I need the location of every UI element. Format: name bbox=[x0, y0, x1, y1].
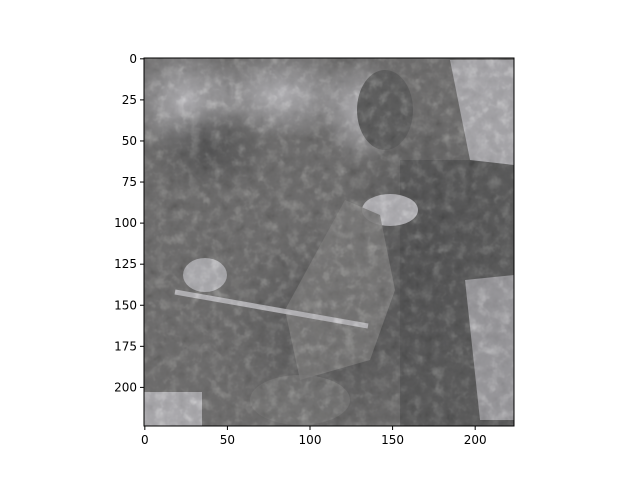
x-tick-label: 0 bbox=[141, 433, 149, 447]
axes-frame bbox=[143, 57, 515, 427]
y-tick-label: 150 bbox=[114, 298, 137, 312]
x-tick-label: 100 bbox=[299, 433, 322, 447]
x-tick-label: 150 bbox=[381, 433, 404, 447]
y-tick-label: 25 bbox=[122, 93, 137, 107]
y-tick-label: 50 bbox=[122, 134, 137, 148]
plot-image bbox=[144, 58, 514, 426]
x-tick-label: 200 bbox=[464, 433, 487, 447]
y-tick-label: 100 bbox=[114, 216, 137, 230]
y-tick-label: 0 bbox=[129, 52, 137, 66]
x-axis: 0 50 100 150 200 bbox=[141, 426, 487, 447]
y-tick-label: 200 bbox=[114, 380, 137, 394]
y-tick-label: 75 bbox=[122, 175, 137, 189]
y-axis: 0 25 50 75 100 125 150 175 200 bbox=[114, 52, 144, 394]
x-tick-label: 50 bbox=[220, 433, 235, 447]
y-tick-label: 125 bbox=[114, 257, 137, 271]
y-tick-label: 175 bbox=[114, 339, 137, 353]
